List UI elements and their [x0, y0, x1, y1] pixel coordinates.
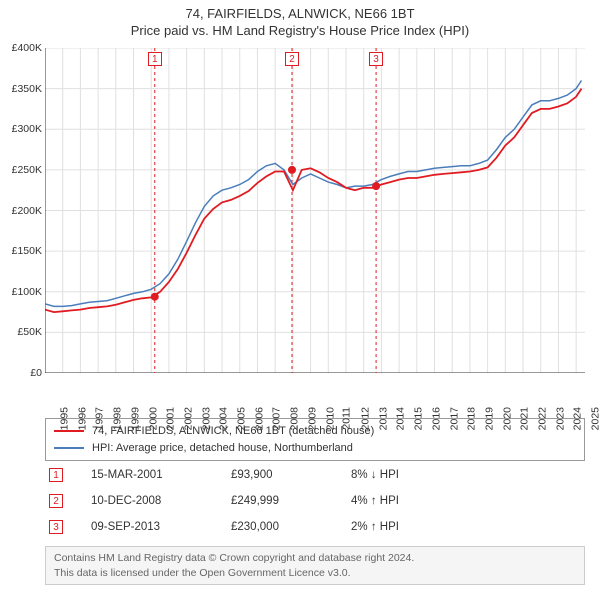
x-axis-label: 2005 [235, 407, 247, 430]
event-number-box: 1 [49, 468, 63, 482]
event-table: 115-MAR-2001£93,9008% ↓ HPI210-DEC-2008£… [45, 462, 585, 540]
x-axis-label: 2022 [536, 407, 548, 430]
x-axis-label: 2013 [377, 407, 389, 430]
footer-line-1: Contains HM Land Registry data © Crown c… [54, 551, 576, 566]
x-axis-label: 2016 [430, 407, 442, 430]
x-axis-label: 2003 [200, 407, 212, 430]
y-axis-label: £250K [2, 164, 42, 176]
legend-swatch [54, 430, 84, 432]
legend-row: HPI: Average price, detached house, Nort… [54, 440, 576, 457]
event-date: 09-SEP-2013 [91, 521, 231, 533]
x-axis-label: 2025 [590, 407, 600, 430]
y-axis-label: £0 [2, 367, 42, 379]
x-axis-label: 2020 [501, 407, 513, 430]
x-axis-label: 2012 [359, 407, 371, 430]
footer-line-2: This data is licensed under the Open Gov… [54, 566, 576, 581]
chart-svg [45, 48, 585, 373]
x-axis-label: 2024 [572, 407, 584, 430]
legend-swatch [54, 447, 84, 449]
x-axis-label: 2001 [165, 407, 177, 430]
x-axis-label: 2023 [554, 407, 566, 430]
x-axis-label: 2008 [289, 407, 301, 430]
x-axis-label: 1999 [129, 407, 141, 430]
y-axis-label: £400K [2, 42, 42, 54]
chart-area [45, 48, 585, 373]
x-axis-label: 1998 [111, 407, 123, 430]
x-axis-label: 2011 [341, 407, 353, 430]
event-diff: 8% ↓ HPI [351, 469, 471, 481]
x-axis-label: 1997 [94, 407, 106, 430]
event-price: £230,000 [231, 521, 351, 533]
x-axis-label: 2018 [466, 407, 478, 430]
x-axis-label: 2010 [324, 407, 336, 430]
chart-title: 74, FAIRFIELDS, ALNWICK, NE66 1BT [0, 0, 600, 21]
event-row: 1 15-MAR-2001£93,9008% ↓ HPI [45, 462, 585, 488]
y-axis-label: £300K [2, 123, 42, 135]
event-number-box: 3 [49, 520, 63, 534]
y-axis-label: £50K [2, 326, 42, 338]
event-date: 10-DEC-2008 [91, 495, 231, 507]
x-axis-label: 2002 [182, 407, 194, 430]
y-axis-label: £150K [2, 245, 42, 257]
y-axis-label: £350K [2, 83, 42, 95]
event-marker-box: 1 [148, 52, 162, 66]
x-axis-label: 2000 [147, 407, 159, 430]
chart-container: 74, FAIRFIELDS, ALNWICK, NE66 1BT Price … [0, 0, 600, 590]
legend-label: HPI: Average price, detached house, Nort… [92, 440, 353, 457]
x-axis-label: 1996 [76, 407, 88, 430]
event-marker-box: 2 [285, 52, 299, 66]
x-axis-label: 2014 [395, 407, 407, 430]
x-axis-label: 2021 [519, 407, 531, 430]
x-axis-label: 2017 [448, 407, 460, 430]
chart-subtitle: Price paid vs. HM Land Registry's House … [0, 21, 600, 42]
event-price: £93,900 [231, 469, 351, 481]
event-price: £249,999 [231, 495, 351, 507]
x-axis-label: 2007 [271, 407, 283, 430]
event-row: 2 10-DEC-2008£249,9994% ↑ HPI [45, 488, 585, 514]
event-diff: 4% ↑ HPI [351, 495, 471, 507]
x-axis-label: 2019 [483, 407, 495, 430]
x-axis-label: 2009 [306, 407, 318, 430]
x-axis-label: 2015 [412, 407, 424, 430]
event-date: 15-MAR-2001 [91, 469, 231, 481]
x-axis-label: 2006 [253, 407, 265, 430]
event-number-box: 2 [49, 494, 63, 508]
footer-box: Contains HM Land Registry data © Crown c… [45, 546, 585, 585]
y-axis-label: £100K [2, 286, 42, 298]
event-row: 3 09-SEP-2013£230,0002% ↑ HPI [45, 514, 585, 540]
event-marker-box: 3 [369, 52, 383, 66]
x-axis-label: 1995 [58, 407, 70, 430]
event-diff: 2% ↑ HPI [351, 521, 471, 533]
x-axis-label: 2004 [218, 407, 230, 430]
y-axis-label: £200K [2, 205, 42, 217]
